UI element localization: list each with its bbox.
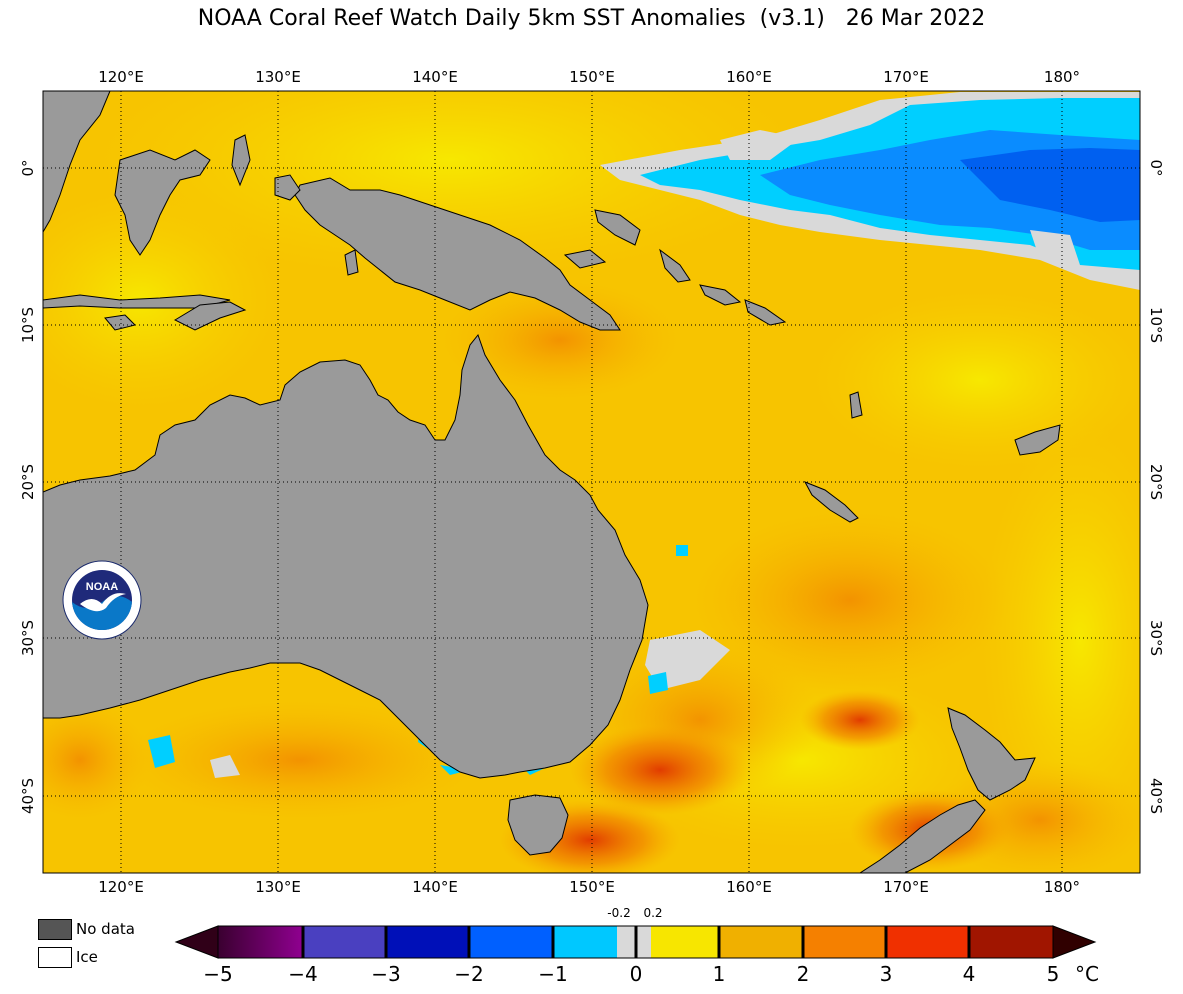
colorbar bbox=[174, 925, 1097, 959]
lon-label-top-130: 130°E bbox=[255, 68, 301, 86]
lon-label-bottom-130: 130°E bbox=[255, 878, 301, 896]
colorbar-tick-label: 4 bbox=[962, 962, 976, 986]
lon-label-top-140: 140°E bbox=[412, 68, 458, 86]
lat-label-left-40s: 40°S bbox=[19, 777, 37, 815]
colorbar-tick-label: −1 bbox=[538, 962, 568, 986]
australia-land bbox=[43, 333, 649, 779]
new-zealand-south bbox=[859, 799, 986, 873]
lon-label-top-180: 180° bbox=[1043, 68, 1081, 86]
colorbar-small-label: -0.2 bbox=[607, 906, 631, 920]
ice-swatch bbox=[38, 947, 72, 968]
nodata-label: No data bbox=[76, 920, 135, 938]
new-guinea-land bbox=[294, 177, 621, 331]
lon-label-top-120: 120°E bbox=[98, 68, 144, 86]
lon-label-top-150: 150°E bbox=[569, 68, 615, 86]
lon-label-bottom-120: 120°E bbox=[98, 878, 144, 896]
colorbar-small-label: 0.2 bbox=[643, 906, 663, 920]
nodata-swatch bbox=[38, 919, 72, 940]
lat-label-left-0: 0° bbox=[19, 159, 37, 177]
colorbar-tick-label: 1 bbox=[712, 962, 726, 986]
lat-label-right-20s: 20°S bbox=[1147, 463, 1165, 501]
map-field bbox=[43, 91, 1140, 873]
colorbar-tick-label: 3 bbox=[879, 962, 893, 986]
lon-label-bottom-170: 170°E bbox=[883, 878, 929, 896]
graticule bbox=[43, 91, 1140, 873]
colorbar-tick-label: 5 bbox=[1046, 962, 1060, 986]
lat-label-left-10s: 10°S bbox=[19, 306, 37, 344]
map-frame bbox=[42, 90, 1141, 874]
noaa-logo: NOAA bbox=[62, 560, 142, 640]
lon-label-bottom-160: 160°E bbox=[726, 878, 772, 896]
colorbar-tick-label: −5 bbox=[203, 962, 233, 986]
lon-label-bottom-150: 150°E bbox=[569, 878, 615, 896]
lat-label-right-30s: 30°S bbox=[1147, 619, 1165, 657]
colorbar-unit: °C bbox=[1075, 962, 1099, 986]
lat-label-left-30s: 30°S bbox=[19, 619, 37, 657]
lat-label-right-40s: 40°S bbox=[1147, 777, 1165, 815]
ice-label: Ice bbox=[76, 948, 98, 966]
lat-label-right-10s: 10°S bbox=[1147, 306, 1165, 344]
map-title: NOAA Coral Reef Watch Daily 5km SST Anom… bbox=[197, 6, 986, 31]
colorbar-tick-label: −3 bbox=[371, 962, 401, 986]
noaa-logo-text: NOAA bbox=[86, 581, 118, 593]
colorbar-tick-label: −4 bbox=[288, 962, 318, 986]
lat-label-left-20s: 20°S bbox=[19, 463, 37, 501]
lon-label-bottom-180: 180° bbox=[1043, 878, 1081, 896]
lon-label-top-170: 170°E bbox=[883, 68, 929, 86]
new-zealand-north bbox=[947, 707, 1036, 801]
lon-label-bottom-140: 140°E bbox=[412, 878, 458, 896]
colorbar-tick-label: 0 bbox=[629, 962, 643, 986]
colorbar-tick-label: 2 bbox=[796, 962, 810, 986]
colorbar-tick-label: −2 bbox=[454, 962, 484, 986]
lat-label-right-0: 0° bbox=[1147, 159, 1165, 177]
lon-label-top-160: 160°E bbox=[726, 68, 772, 86]
